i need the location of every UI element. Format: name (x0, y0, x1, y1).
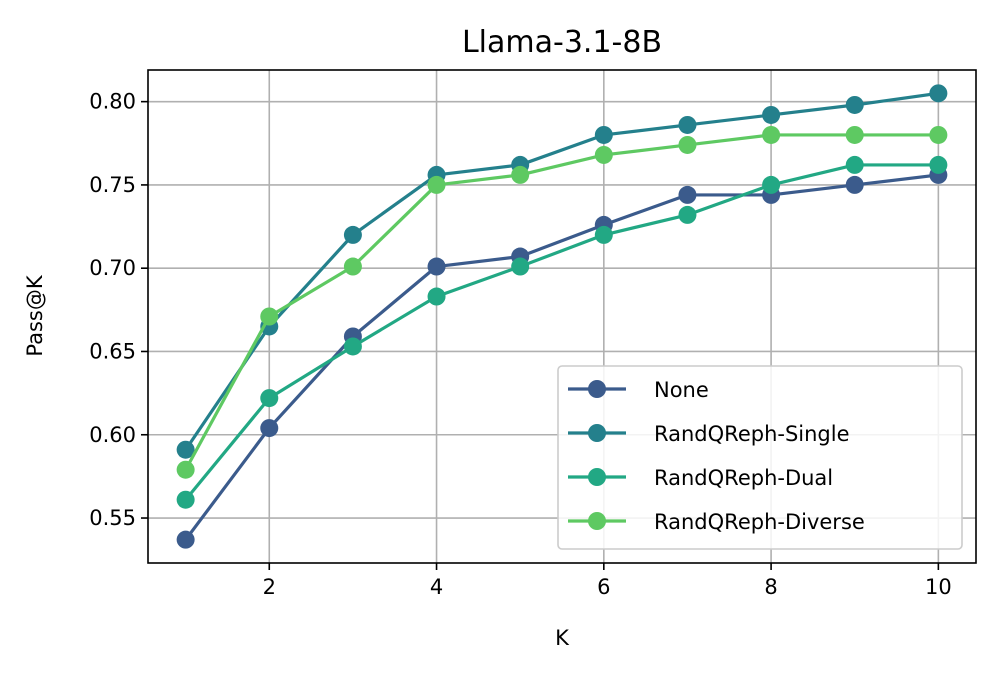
x-tick-label: 8 (764, 575, 777, 599)
data-point (762, 105, 781, 124)
legend-marker (588, 380, 606, 398)
series-line (184, 163, 939, 501)
data-point (427, 175, 446, 194)
series-line (184, 173, 939, 541)
data-point (511, 257, 530, 276)
x-axis: 2 4 6 8 10 (263, 563, 952, 599)
y-tick-label: 0.70 (89, 256, 136, 280)
series-layer (176, 84, 948, 549)
data-point (678, 115, 697, 134)
x-tick-label: 10 (925, 575, 952, 599)
series-line (184, 91, 939, 451)
data-point (845, 175, 864, 194)
data-point (929, 125, 948, 144)
x-tick-label: 6 (597, 575, 610, 599)
data-point (343, 225, 362, 244)
data-point (343, 337, 362, 356)
legend-marker (588, 468, 606, 486)
data-point (176, 530, 195, 549)
legend-item: RandQReph-Dual (568, 466, 833, 490)
legend-label: RandQReph-Diverse (654, 510, 865, 534)
x-axis-label: K (555, 626, 570, 650)
data-point (594, 225, 613, 244)
data-point (260, 307, 279, 326)
data-point (678, 135, 697, 154)
y-tick-label: 0.75 (89, 173, 136, 197)
y-axis: 0.55 0.60 0.65 0.70 0.75 0.80 (89, 90, 148, 530)
legend-marker (588, 424, 606, 442)
y-axis-label: Pass@K (23, 274, 47, 356)
y-tick-label: 0.65 (89, 339, 136, 363)
data-point (343, 257, 362, 276)
data-point (929, 155, 948, 174)
data-point (845, 95, 864, 114)
chart-title: Llama-3.1-8B (462, 25, 662, 60)
data-point (845, 155, 864, 174)
data-point (176, 440, 195, 459)
data-point (176, 460, 195, 479)
x-tick-label: 2 (263, 575, 276, 599)
legend-label: RandQReph-Single (654, 422, 850, 446)
data-point (762, 175, 781, 194)
data-point (594, 125, 613, 144)
series-line (184, 133, 939, 471)
y-tick-label: 0.60 (89, 423, 136, 447)
legend-marker (588, 512, 606, 530)
data-point (594, 145, 613, 164)
data-point (929, 84, 948, 103)
data-point (427, 287, 446, 306)
plot-frame (147, 69, 977, 564)
series-2 (176, 155, 948, 509)
data-point (260, 389, 279, 408)
legend: None RandQReph-Single RandQReph-Dual RandQR… (557, 365, 963, 550)
legend-label: RandQReph-Dual (654, 466, 833, 490)
data-point (762, 125, 781, 144)
data-point (260, 419, 279, 438)
data-point (427, 257, 446, 276)
legend-item: RandQReph-Diverse (568, 510, 865, 534)
y-tick-label: 0.80 (89, 90, 136, 114)
data-point (511, 165, 530, 184)
data-point (176, 490, 195, 509)
data-point (678, 205, 697, 224)
x-tick-label: 4 (430, 575, 443, 599)
legend-item: None (568, 378, 709, 402)
legend-label: None (654, 378, 709, 402)
data-point (845, 125, 864, 144)
y-tick-label: 0.55 (89, 506, 136, 530)
legend-item: RandQReph-Single (568, 422, 850, 446)
series-3 (176, 125, 948, 479)
legend-box (557, 365, 963, 550)
data-point (678, 185, 697, 204)
